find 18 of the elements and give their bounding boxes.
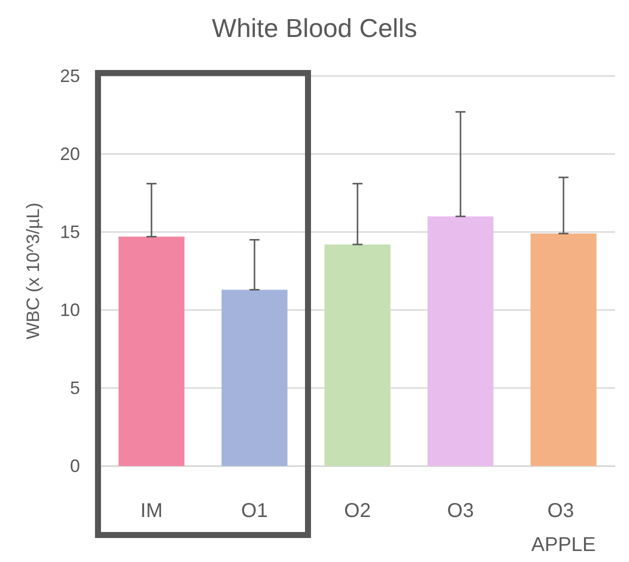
bar	[222, 290, 288, 466]
x-tick-label: O3	[447, 500, 474, 522]
x-tick-label: O1	[241, 500, 268, 522]
y-axis-title: WBC (x 10^3/µL)	[23, 202, 43, 340]
x-tick-label: O2	[344, 500, 371, 522]
y-tick-label: 15	[60, 222, 80, 242]
y-tick-label: 25	[60, 66, 80, 86]
bar	[428, 216, 494, 466]
y-tick-label: 20	[60, 144, 80, 164]
x-tick-label: O3 APPLE	[531, 500, 596, 556]
bar	[530, 234, 596, 466]
bar	[118, 236, 184, 466]
y-tick-label: 5	[70, 378, 80, 398]
y-tick-label: 10	[60, 300, 80, 320]
chart-title: White Blood Cells	[212, 13, 418, 43]
bar	[324, 244, 390, 466]
y-tick-label: 0	[70, 456, 80, 476]
x-tick-label: IM	[140, 500, 163, 522]
